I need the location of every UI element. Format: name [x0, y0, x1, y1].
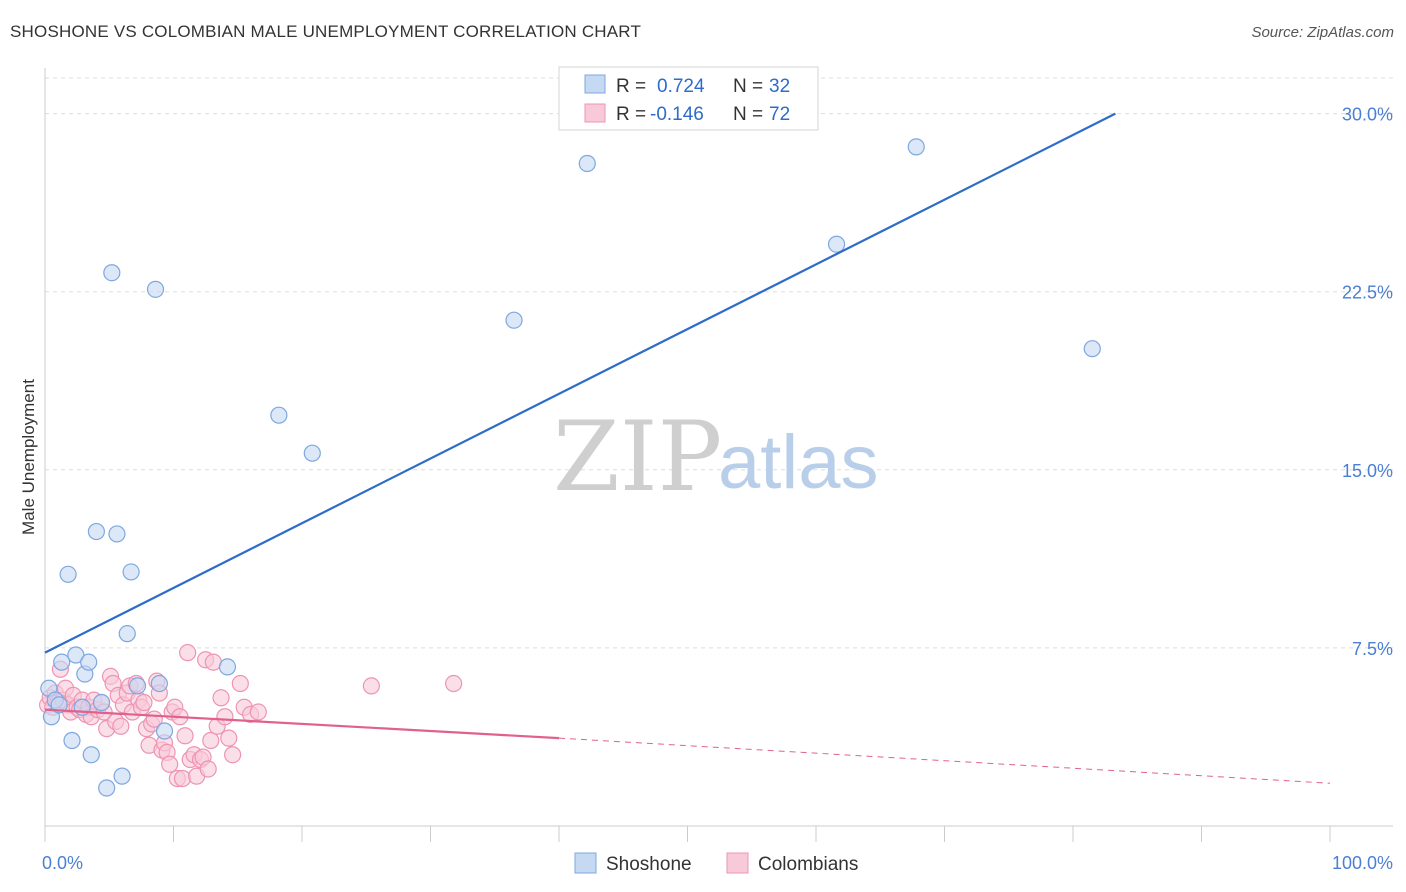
colombians-point-34	[135, 693, 153, 712]
shoshone-point-2	[53, 653, 71, 671]
shoshone-point-5	[67, 646, 85, 664]
shoshone-point-3	[59, 565, 77, 583]
chart-title: SHOSHONE VS COLOMBIAN MALE UNEMPLOYMENT …	[10, 22, 642, 41]
shoshone-point-22	[303, 444, 321, 462]
trend-lines	[44, 112, 1331, 784]
watermark-zip: ZIP	[553, 401, 722, 513]
bottom-legend-swatch-shoshone	[574, 852, 597, 874]
shoshone-point-19	[155, 722, 174, 740]
colombians-point-62	[212, 689, 230, 707]
legend-swatch-shoshone	[584, 74, 606, 94]
shoshone-point-11	[103, 264, 121, 282]
colombians-point-71	[445, 674, 463, 693]
colombians-point-26	[112, 717, 130, 735]
shoshone-point-15	[122, 563, 140, 581]
colombians-point-65	[224, 746, 242, 764]
legend-swatch-colombians	[584, 103, 606, 123]
colombians-point-44	[161, 755, 179, 773]
y-tick-label-2: 22.5%	[1342, 283, 1393, 303]
trend-line-colombians	[44, 708, 560, 740]
legend-n-label-2: N =	[733, 104, 763, 125]
shoshone-point-24	[578, 154, 596, 173]
shoshone-point-29	[50, 696, 68, 714]
shoshone-point-21	[270, 406, 288, 424]
colombians-point-59	[202, 731, 220, 750]
shoshone-point-10	[98, 779, 116, 797]
shoshone-point-13	[113, 767, 131, 785]
x-tick-labels: 0.0% 100.0%	[42, 853, 1393, 873]
bottom-legend-shoshone: Shoshone	[606, 854, 692, 875]
y-tick-label-0: 7.5%	[1352, 639, 1393, 659]
colombians-point-58	[199, 760, 217, 778]
watermark-atlas: atlas	[718, 420, 879, 505]
shoshone-point-16	[128, 677, 147, 695]
bottom-legend-colombians: Colombians	[758, 854, 858, 875]
legend-r-label-2: R =	[616, 104, 646, 125]
source-label: Source: ZipAtlas.com	[1251, 24, 1394, 41]
colombians-point-63	[216, 708, 234, 726]
y-tick-labels: 7.5% 15.0% 22.5% 30.0%	[1342, 105, 1393, 659]
series-colombians-points	[38, 644, 463, 788]
shoshone-point-7	[80, 653, 98, 671]
correlation-legend: R = 0.724 N = 32 R = -0.146 N = 72	[558, 66, 819, 131]
legend-r-value-2: -0.146	[650, 104, 704, 125]
shoshone-point-20	[218, 658, 237, 676]
colombians-point-66	[231, 674, 249, 693]
colombians-point-69	[249, 703, 267, 721]
shoshone-point-25	[827, 235, 846, 253]
shoshone-point-26	[907, 138, 925, 156]
shoshone-point-1	[42, 708, 61, 726]
y-tick-label-3: 30.0%	[1342, 105, 1393, 125]
x-tick-label-1: 100.0%	[1332, 853, 1393, 873]
shoshone-point-23	[505, 311, 523, 329]
colombians-point-49	[173, 769, 192, 788]
legend-n-label-1: N =	[733, 76, 763, 97]
x-tick-label-0: 0.0%	[42, 853, 83, 873]
shoshone-point-9	[87, 522, 106, 541]
trend-line-extension-colombians	[558, 737, 1331, 784]
shoshone-point-12	[108, 525, 126, 543]
legend-n-value-1: 32	[769, 76, 790, 97]
colombians-point-64	[220, 729, 238, 747]
shoshone-point-18	[150, 674, 168, 693]
y-axis-label: Male Unemployment	[19, 379, 38, 535]
shoshone-point-17	[146, 280, 165, 298]
colombians-point-50	[176, 727, 194, 745]
shoshone-point-27	[1083, 340, 1101, 358]
legend-r-label-1: R =	[616, 76, 646, 97]
trend-line-shoshone	[44, 112, 1116, 654]
bottom-legend-swatch-colombians	[726, 852, 749, 874]
series-legend: Shoshone Colombians	[574, 852, 858, 875]
legend-n-value-2: 72	[769, 104, 790, 125]
grid-lines	[45, 77, 1393, 649]
shoshone-point-4	[63, 731, 81, 750]
shoshone-point-31	[92, 693, 111, 712]
colombians-point-70	[362, 677, 380, 695]
shoshone-point-14	[118, 625, 136, 643]
shoshone-point-8	[82, 746, 100, 764]
y-tick-label-1: 15.0%	[1342, 461, 1393, 481]
colombians-point-51	[179, 644, 197, 662]
legend-r-value-1: 0.724	[657, 76, 705, 97]
